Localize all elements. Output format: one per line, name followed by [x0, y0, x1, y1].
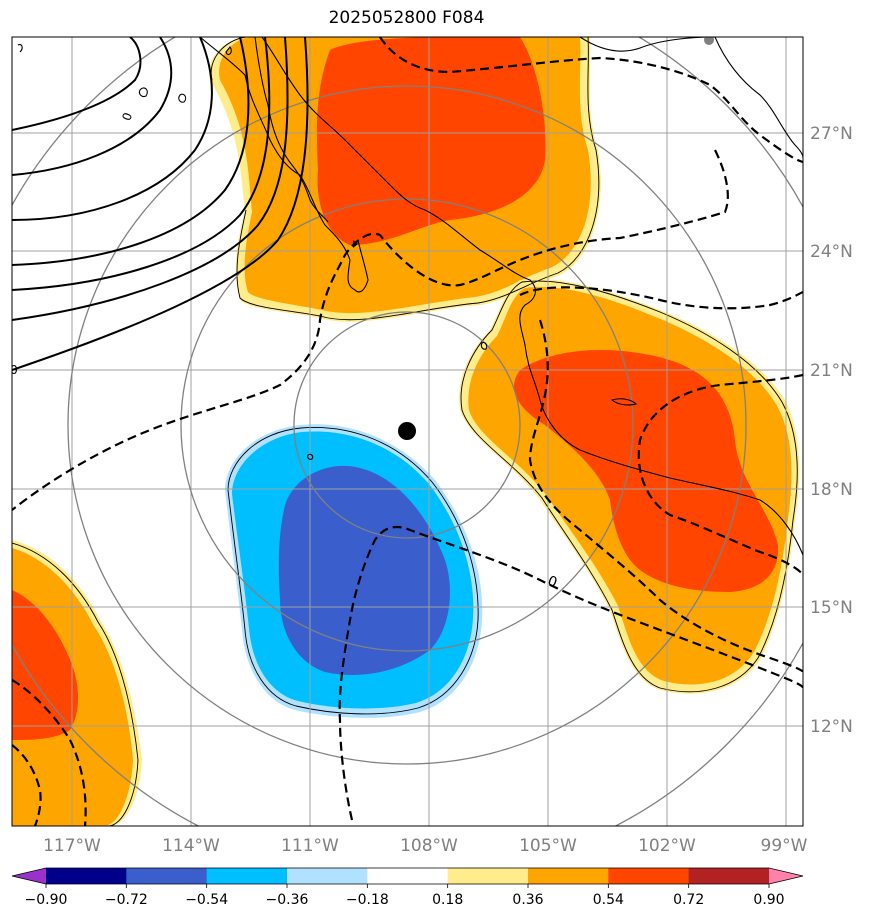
colorbar-tick-label: −0.36 [266, 892, 309, 908]
lat-tick-label: 21°N [810, 361, 853, 381]
solid-contours [12, 37, 309, 371]
colorbar-tick-label: −0.90 [25, 892, 68, 908]
lat-tick-label: 12°N [810, 717, 853, 737]
lon-tick-label: 117°W [43, 836, 101, 856]
colorbar-tick-label: −0.18 [346, 892, 389, 908]
map-frame [11, 36, 804, 827]
colorbar-bin [126, 868, 208, 884]
small-marker [353, 240, 358, 248]
storm-center-dot [398, 422, 416, 440]
lon-tick-label: 114°W [162, 836, 220, 856]
lat-tick-label: 24°N [810, 242, 853, 262]
colorbar-tick-label: 0.36 [512, 892, 543, 908]
colorbar-over-arrow [769, 868, 803, 884]
colorbar-bin [46, 868, 127, 884]
colorbar-tick-label: 0.18 [432, 892, 463, 908]
colorbar-tick-label: 0.72 [673, 892, 704, 908]
lat-axis: 27°N 24°N 21°N 18°N 15°N 12°N [810, 124, 853, 737]
anomaly-west [12, 540, 142, 826]
colorbar-bin [688, 868, 770, 884]
colorbar-bin [608, 868, 690, 884]
map-title: 2025052800 F084 [328, 8, 485, 28]
colorbar-bin [287, 868, 368, 884]
dashed-contours [12, 37, 803, 826]
colorbar-tick-label: −0.72 [105, 892, 148, 908]
colorbar-bin [206, 868, 288, 884]
map-area: 0 0 0 [10, 37, 803, 826]
lat-tick-label: 18°N [810, 480, 853, 500]
grey-marker [704, 37, 714, 45]
lon-tick-label: 108°W [400, 836, 458, 856]
colorbar-under-arrow [12, 868, 46, 884]
lat-tick-label: 15°N [810, 598, 853, 618]
colorbar-bin [528, 868, 609, 884]
lon-tick-label: 111°W [281, 836, 339, 856]
colorbar-bin [447, 868, 529, 884]
colorbar-bin [367, 868, 449, 884]
contour-label-0: 0 [119, 111, 135, 123]
colorbar-tick-label: 0.54 [593, 892, 624, 908]
anomaly-negative [225, 424, 483, 718]
lat-tick-label: 27°N [810, 124, 853, 144]
colorbar: −0.90 −0.72 −0.54 −0.36 −0.18 0.18 0.36 0.54 0.7… [11, 867, 804, 908]
lon-tick-label: 102°W [638, 836, 696, 856]
lon-axis: 117°W 114°W 111°W 108°W 105°W 102°W 99°W [43, 836, 808, 856]
colorbar-tick-label: 0.90 [753, 892, 784, 908]
range-rings [12, 37, 803, 826]
contour-label-0: 0 [10, 363, 18, 377]
lon-tick-label: 99°W [761, 836, 808, 856]
colorbar-tick-label: −0.54 [185, 892, 228, 908]
lon-tick-label: 105°W [519, 836, 577, 856]
grid-lines [12, 37, 803, 826]
